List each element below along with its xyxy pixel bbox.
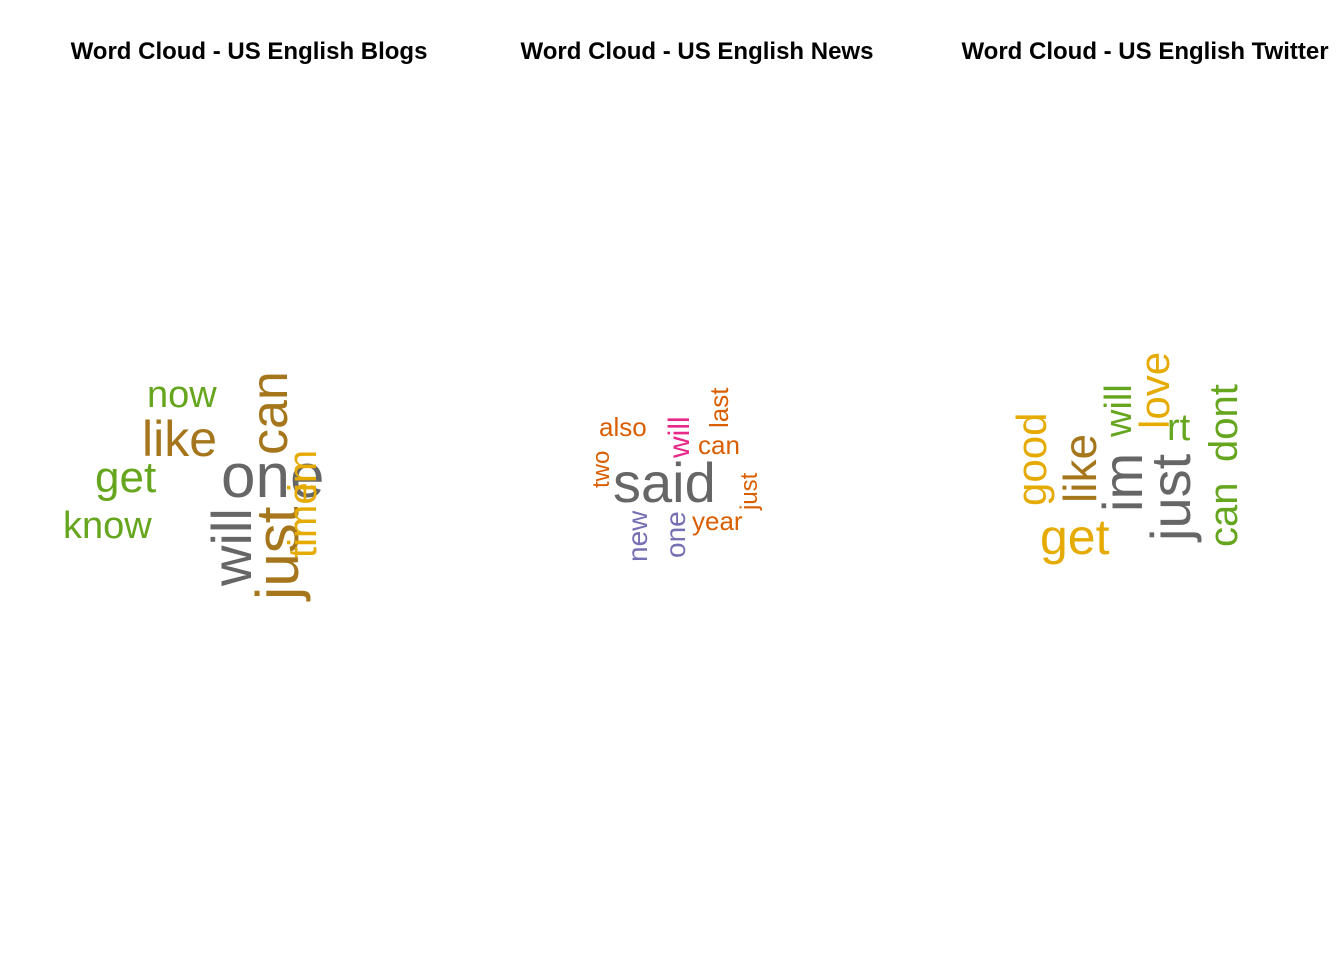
word-im: im [1091, 453, 1154, 512]
news-panel: Word Cloud - US English News said will one… [474, 0, 920, 960]
blogs-panel: Word Cloud - US English Blogs one will jus… [24, 0, 474, 960]
word-get: get [95, 453, 156, 502]
word-like: like [142, 411, 217, 467]
word-like: like [1054, 434, 1106, 503]
twitter-panel: Word Cloud - US English Twitter just im li… [920, 0, 1344, 960]
word-love: love [1131, 352, 1178, 429]
word-new: new [622, 510, 653, 562]
word-dont: dont [1202, 384, 1246, 462]
word-also: also [599, 412, 647, 442]
word-one: one [221, 442, 324, 511]
word-will: will [663, 416, 696, 459]
word-get: get [1040, 509, 1110, 565]
word-just: just [244, 506, 311, 602]
word-year: year [692, 506, 743, 536]
word-will: will [1098, 384, 1140, 438]
word-just: just [1139, 453, 1202, 543]
word-time: time [281, 482, 325, 558]
word-rt: rt [1167, 407, 1191, 449]
word-two: two [588, 451, 615, 488]
word-just: just [736, 472, 763, 511]
word-can: can [698, 430, 740, 460]
word-now: now [147, 374, 217, 416]
news-title: Word Cloud - US English News [520, 38, 874, 65]
word-last: last [704, 387, 734, 428]
blogs-title: Word Cloud - US English Blogs [70, 38, 428, 65]
word-will: will [200, 508, 263, 587]
word-good: good [1008, 413, 1055, 506]
word-im: im [281, 450, 325, 492]
word-one: one [660, 511, 691, 558]
word-can: can [241, 371, 299, 455]
word-can: can [1202, 483, 1246, 548]
word-said: said [613, 451, 716, 514]
word-know: know [63, 505, 152, 547]
twitter-title: Word Cloud - US English Twitter [961, 38, 1329, 65]
